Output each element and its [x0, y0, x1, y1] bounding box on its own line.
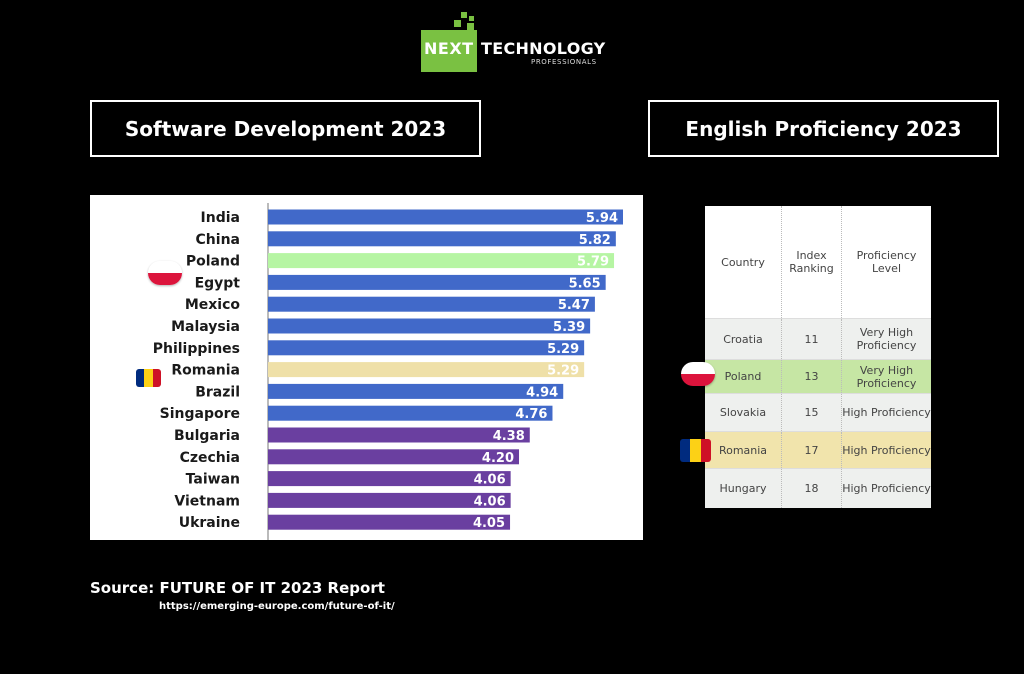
category-label: Egypt	[195, 275, 241, 291]
rank-cell: 13	[782, 360, 842, 393]
source-url[interactable]: https://emerging-europe.com/future-of-it…	[159, 601, 395, 612]
country-cell: Romania	[705, 432, 782, 468]
bar-czechia	[268, 449, 520, 465]
category-label: Mexico	[185, 297, 241, 313]
english-proficiency-title: English Proficiency 2023	[648, 100, 999, 157]
poland-flag-icon	[681, 362, 715, 386]
software-development-title: Software Development 2023	[90, 100, 481, 157]
logo-pixel	[467, 23, 474, 30]
value-label: 5.29	[547, 342, 579, 357]
header-country: Country	[705, 206, 782, 318]
bar-egypt	[268, 274, 606, 290]
bar-poland	[268, 253, 615, 269]
level-cell: High Proficiency	[842, 443, 931, 457]
table-row: Hungary 18 High Proficiency	[705, 468, 931, 508]
table-row: Croatia 11 Very High Proficiency	[705, 318, 931, 359]
value-label: 4.94	[526, 385, 558, 400]
value-label: 5.94	[586, 211, 618, 226]
bar-ukraine	[268, 514, 511, 530]
bar-china	[268, 231, 616, 247]
country-cell: Slovakia	[705, 394, 782, 431]
category-label: Bulgaria	[174, 428, 240, 444]
value-label: 5.82	[579, 233, 611, 248]
bar-chart-svg: India 5.94 China 5.82 Poland 5.79 Egypt 5.65 Mex…	[153, 203, 623, 540]
table-row: Slovakia 15 High Proficiency	[705, 393, 931, 431]
bar-brazil	[268, 383, 564, 399]
bar-romania	[268, 362, 585, 378]
rank-cell: 18	[782, 469, 842, 508]
bar-philippines	[268, 340, 585, 356]
english-proficiency-table: Country Index Ranking Proficiency Level …	[705, 206, 931, 508]
value-label: 4.05	[473, 516, 505, 531]
table-header-row: Country Index Ranking Proficiency Level	[705, 206, 931, 318]
level-cell: High Proficiency	[842, 482, 931, 495]
category-label: Ukraine	[179, 515, 240, 531]
country-cell: Hungary	[705, 469, 782, 508]
rank-cell: 11	[782, 319, 842, 359]
category-label: Poland	[186, 254, 240, 270]
bar-india	[268, 209, 623, 225]
bar-singapore	[268, 405, 553, 421]
category-label: Brazil	[195, 384, 240, 400]
source-title: Source: FUTURE OF IT 2023 Report	[90, 579, 385, 597]
table-row: Poland 13 Very High Proficiency	[705, 359, 931, 393]
value-label: 4.76	[515, 407, 547, 422]
category-label: Malaysia	[171, 319, 240, 335]
value-label: 5.65	[569, 276, 601, 291]
category-label: India	[201, 210, 240, 226]
software-development-chart: India 5.94 China 5.82 Poland 5.79 Egypt 5.65 Mex…	[90, 195, 643, 540]
category-label: Romania	[171, 363, 240, 379]
value-label: 4.20	[482, 451, 514, 466]
logo-subtitle: PROFESSIONALS	[531, 58, 597, 66]
value-label: 4.38	[493, 429, 525, 444]
value-label: 5.79	[577, 255, 609, 270]
level-cell: Very High Proficiency	[856, 363, 917, 390]
bar-bulgaria	[268, 427, 530, 443]
bar-malaysia	[268, 318, 591, 334]
poland-flag-icon	[148, 261, 182, 285]
category-label: China	[196, 232, 240, 248]
value-label: 5.29	[547, 364, 579, 379]
category-label: Singapore	[160, 406, 240, 422]
value-label: 4.06	[474, 473, 506, 488]
header-index-ranking: Index Ranking	[782, 206, 842, 318]
rank-cell: 17	[782, 432, 842, 468]
country-cell: Croatia	[705, 319, 782, 359]
bar-taiwan	[268, 471, 511, 487]
category-label: Czechia	[180, 450, 240, 466]
bar-vietnam	[268, 492, 511, 508]
value-label: 5.47	[558, 298, 590, 313]
logo-mark	[421, 30, 477, 72]
bar-mexico	[268, 296, 595, 312]
logo-pixel	[461, 12, 467, 18]
poland-flag-red-stripe	[148, 273, 182, 285]
rank-cell: 15	[782, 394, 842, 431]
category-label: Vietnam	[174, 493, 240, 509]
logo-pixel	[454, 20, 461, 27]
romania-flag-icon	[680, 439, 711, 462]
level-cell: High Proficiency	[842, 406, 931, 419]
romania-flag-icon	[136, 369, 161, 387]
category-label: Taiwan	[186, 472, 240, 488]
company-logo: NEXT TECHNOLOGY PROFESSIONALS	[421, 12, 605, 74]
category-label: Philippines	[153, 341, 240, 357]
logo-brand-left: NEXT	[424, 39, 474, 58]
header-proficiency-level: Proficiency Level	[856, 249, 917, 275]
logo-pixel	[469, 16, 474, 21]
table-row: Romania 17 High Proficiency	[705, 431, 931, 468]
country-cell: Poland	[705, 360, 782, 393]
value-label: 4.06	[474, 494, 506, 509]
value-label: 5.39	[553, 320, 585, 335]
logo-brand-right: TECHNOLOGY	[481, 39, 606, 58]
level-cell: Very High Proficiency	[856, 326, 917, 352]
